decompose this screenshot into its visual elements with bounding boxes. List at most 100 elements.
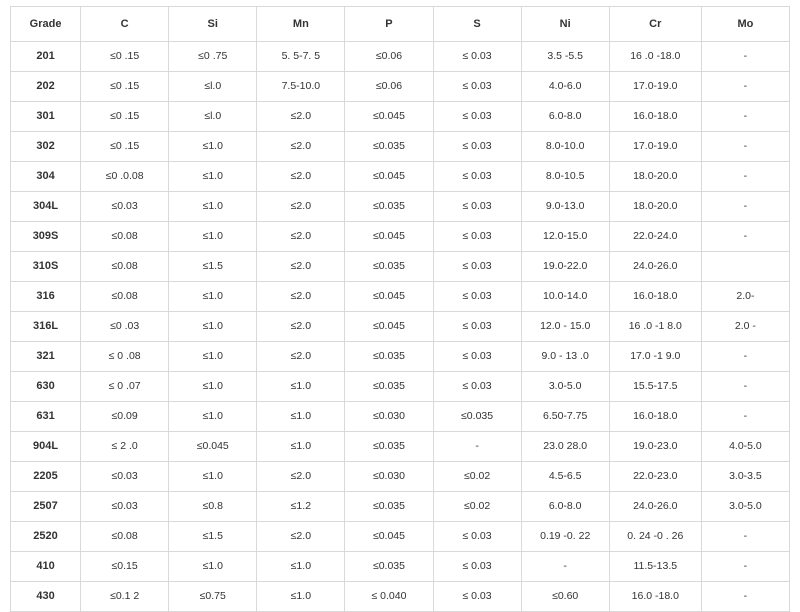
table-row: 630≤ 0 .07≤1.0≤1.0≤0.035≤ 0.033.0-5.015.… bbox=[11, 372, 790, 402]
value-cell: 6.0-8.0 bbox=[521, 102, 609, 132]
value-cell: ≤1.0 bbox=[257, 402, 345, 432]
value-cell: ≤ 0 .07 bbox=[81, 372, 169, 402]
value-cell: ≤0.035 bbox=[345, 192, 433, 222]
value-cell: ≤1.0 bbox=[169, 312, 257, 342]
grade-cell: 201 bbox=[11, 42, 81, 72]
table-row: 2507≤0.03≤0.8≤1.2≤0.035≤0.026.0-8.024.0-… bbox=[11, 492, 790, 522]
table-header-row: Grade C Si Mn P S Ni Cr Mo bbox=[11, 7, 790, 42]
value-cell: ≤ 2 .0 bbox=[81, 432, 169, 462]
value-cell: - bbox=[701, 102, 789, 132]
table-row: 2520≤0.08≤1.5≤2.0≤0.045≤ 0.030.19 -0. 22… bbox=[11, 522, 790, 552]
grade-cell: 321 bbox=[11, 342, 81, 372]
value-cell: ≤0.045 bbox=[345, 222, 433, 252]
value-cell: ≤1.0 bbox=[169, 282, 257, 312]
value-cell: - bbox=[433, 432, 521, 462]
value-cell: ≤0.06 bbox=[345, 72, 433, 102]
col-header-grade: Grade bbox=[11, 7, 81, 42]
table-row: 202≤0 .15≤l.07.5-10.0≤0.06≤ 0.034.0-6.01… bbox=[11, 72, 790, 102]
value-cell: 3.0-5.0 bbox=[521, 372, 609, 402]
value-cell: - bbox=[701, 342, 789, 372]
value-cell: ≤ 0.03 bbox=[433, 282, 521, 312]
col-header-ni: Ni bbox=[521, 7, 609, 42]
value-cell: 8.0-10.5 bbox=[521, 162, 609, 192]
value-cell: ≤0 .75 bbox=[169, 42, 257, 72]
value-cell: ≤1.0 bbox=[169, 462, 257, 492]
value-cell: ≤2.0 bbox=[257, 132, 345, 162]
table-row: 310S≤0.08≤1.5≤2.0≤0.035≤ 0.0319.0-22.024… bbox=[11, 252, 790, 282]
value-cell: 19.0-22.0 bbox=[521, 252, 609, 282]
value-cell: ≤1.0 bbox=[257, 372, 345, 402]
value-cell: ≤2.0 bbox=[257, 252, 345, 282]
value-cell: ≤2.0 bbox=[257, 462, 345, 492]
value-cell: ≤1.0 bbox=[169, 132, 257, 162]
value-cell: ≤0.045 bbox=[169, 432, 257, 462]
value-cell: ≤0.045 bbox=[345, 312, 433, 342]
value-cell: 17.0-19.0 bbox=[609, 132, 701, 162]
value-cell: 2.0 - bbox=[701, 312, 789, 342]
value-cell: ≤1.0 bbox=[169, 162, 257, 192]
value-cell: 4.0-6.0 bbox=[521, 72, 609, 102]
value-cell: ≤0.035 bbox=[345, 372, 433, 402]
grade-cell: 304L bbox=[11, 192, 81, 222]
value-cell: ≤0.045 bbox=[345, 102, 433, 132]
value-cell: 18.0-20.0 bbox=[609, 192, 701, 222]
value-cell: ≤2.0 bbox=[257, 222, 345, 252]
table-row: 304L≤0.03≤1.0≤2.0≤0.035≤ 0.039.0-13.018.… bbox=[11, 192, 790, 222]
value-cell: 2.0- bbox=[701, 282, 789, 312]
grade-cell: 630 bbox=[11, 372, 81, 402]
table-row: 316≤0.08≤1.0≤2.0≤0.045≤ 0.0310.0-14.016.… bbox=[11, 282, 790, 312]
value-cell: ≤1.2 bbox=[257, 492, 345, 522]
value-cell: - bbox=[701, 132, 789, 162]
value-cell: ≤ 0.03 bbox=[433, 102, 521, 132]
value-cell: - bbox=[701, 162, 789, 192]
grade-cell: 202 bbox=[11, 72, 81, 102]
grade-cell: 316 bbox=[11, 282, 81, 312]
table-body: 201≤0 .15≤0 .755. 5-7. 5≤0.06≤ 0.033.5 -… bbox=[11, 42, 790, 612]
value-cell: ≤0 .15 bbox=[81, 102, 169, 132]
value-cell: 18.0-20.0 bbox=[609, 162, 701, 192]
grade-cell: 301 bbox=[11, 102, 81, 132]
grade-cell: 310S bbox=[11, 252, 81, 282]
value-cell: 4.0-5.0 bbox=[701, 432, 789, 462]
value-cell: 16 .0 -18.0 bbox=[609, 42, 701, 72]
table-row: 201≤0 .15≤0 .755. 5-7. 5≤0.06≤ 0.033.5 -… bbox=[11, 42, 790, 72]
table-row: 302≤0 .15≤1.0≤2.0≤0.035≤ 0.038.0-10.017.… bbox=[11, 132, 790, 162]
value-cell: ≤0 .15 bbox=[81, 72, 169, 102]
grade-cell: 316L bbox=[11, 312, 81, 342]
grade-cell: 2520 bbox=[11, 522, 81, 552]
value-cell: ≤0.02 bbox=[433, 492, 521, 522]
value-cell: ≤0.035 bbox=[345, 552, 433, 582]
value-cell: 9.0 - 13 .0 bbox=[521, 342, 609, 372]
grade-cell: 631 bbox=[11, 402, 81, 432]
value-cell: ≤ 0.03 bbox=[433, 192, 521, 222]
value-cell: ≤0.08 bbox=[81, 222, 169, 252]
value-cell: ≤ 0.03 bbox=[433, 372, 521, 402]
value-cell: ≤0.045 bbox=[345, 522, 433, 552]
value-cell: 17.0-19.0 bbox=[609, 72, 701, 102]
value-cell: ≤l.0 bbox=[169, 72, 257, 102]
col-header-c: C bbox=[81, 7, 169, 42]
value-cell: ≤1.0 bbox=[257, 552, 345, 582]
table-row: 904L≤ 2 .0≤0.045≤1.0≤0.035-23.0 28.019.0… bbox=[11, 432, 790, 462]
value-cell: ≤0.045 bbox=[345, 282, 433, 312]
value-cell: 23.0 28.0 bbox=[521, 432, 609, 462]
value-cell: ≤2.0 bbox=[257, 342, 345, 372]
value-cell: 16 .0 -1 8.0 bbox=[609, 312, 701, 342]
value-cell: 6.50-7.75 bbox=[521, 402, 609, 432]
value-cell: ≤0.035 bbox=[345, 252, 433, 282]
value-cell: ≤0.03 bbox=[81, 492, 169, 522]
value-cell: ≤0.035 bbox=[345, 342, 433, 372]
value-cell: - bbox=[701, 552, 789, 582]
value-cell: 22.0-23.0 bbox=[609, 462, 701, 492]
value-cell: 24.0-26.0 bbox=[609, 492, 701, 522]
value-cell: ≤0 .0.08 bbox=[81, 162, 169, 192]
value-cell: ≤1.5 bbox=[169, 522, 257, 552]
value-cell: ≤0.030 bbox=[345, 402, 433, 432]
value-cell: ≤0.035 bbox=[345, 132, 433, 162]
table-row: 2205≤0.03≤1.0≤2.0≤0.030≤0.024.5-6.522.0-… bbox=[11, 462, 790, 492]
value-cell: ≤0.045 bbox=[345, 162, 433, 192]
value-cell: ≤ 0.03 bbox=[433, 342, 521, 372]
col-header-s: S bbox=[433, 7, 521, 42]
value-cell: ≤ 0.03 bbox=[433, 312, 521, 342]
value-cell: 0. 24 -0 . 26 bbox=[609, 522, 701, 552]
